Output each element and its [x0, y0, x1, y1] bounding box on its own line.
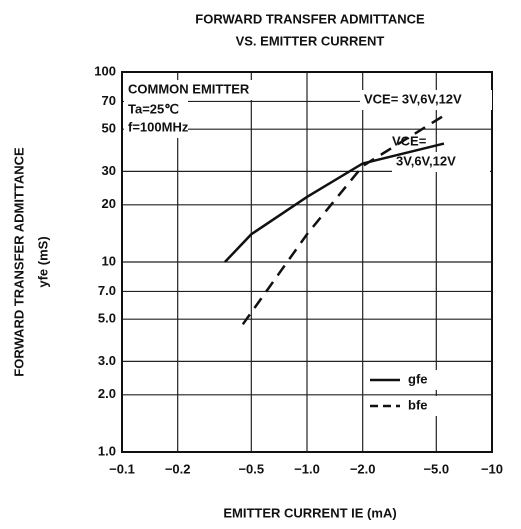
chart-subtitle: VS. EMITTER CURRENT: [236, 33, 385, 48]
annotation: VCE=: [392, 133, 427, 148]
x-tick-label: −1.0: [294, 461, 320, 476]
y-tick-label: 100: [94, 63, 116, 78]
annotation: 3V,6V,12V: [396, 153, 456, 168]
annotation: f=100MHz: [128, 119, 189, 134]
y-tick-label: 20: [102, 196, 116, 211]
y-tick-label: 50: [102, 121, 116, 136]
legend-backdrop: [368, 396, 448, 416]
x-tick-label: −0.5: [238, 461, 264, 476]
plot-frame: [121, 71, 493, 453]
x-tick-label: −2.0: [350, 461, 376, 476]
label-backdrop: [392, 152, 490, 172]
legend-label: gfe: [408, 371, 428, 386]
x-tick-label: −0.2: [165, 461, 191, 476]
series-line: [224, 142, 445, 263]
y-tick-label: 3.0: [98, 353, 116, 368]
annotation: VCE= 3V,6V,12V: [364, 91, 462, 106]
x-tick-label: −10: [481, 461, 503, 476]
x-tick-label: −0.1: [109, 461, 135, 476]
y-tick-label: 70: [102, 93, 116, 108]
chart-title: FORWARD TRANSFER ADMITTANCE: [195, 11, 425, 26]
legend-backdrop: [368, 370, 448, 390]
y-tick-label: 7.0: [98, 283, 116, 298]
x-axis-label: EMITTER CURRENT IE (mA): [223, 505, 396, 520]
y-tick-label: 5.0: [98, 311, 116, 326]
label-backdrop: [360, 90, 492, 110]
y-axis-label: FORWARD TRANSFER ADMITTANCE: [11, 147, 26, 377]
label-backdrop: [124, 80, 304, 100]
y-axis-unit: yfe (mS): [35, 236, 50, 287]
y-tick-label: 2.0: [98, 386, 116, 401]
x-tick-label: −5.0: [423, 461, 449, 476]
y-tick-label: 1.0: [98, 443, 116, 458]
legend-label: bfe: [408, 397, 428, 412]
annotation: COMMON EMITTER: [128, 81, 250, 96]
label-backdrop: [124, 100, 188, 138]
annotation: Ta=25℃: [128, 101, 179, 116]
series-line: [241, 114, 445, 326]
y-tick-label: 10: [102, 253, 116, 268]
y-tick-label: 30: [102, 163, 116, 178]
